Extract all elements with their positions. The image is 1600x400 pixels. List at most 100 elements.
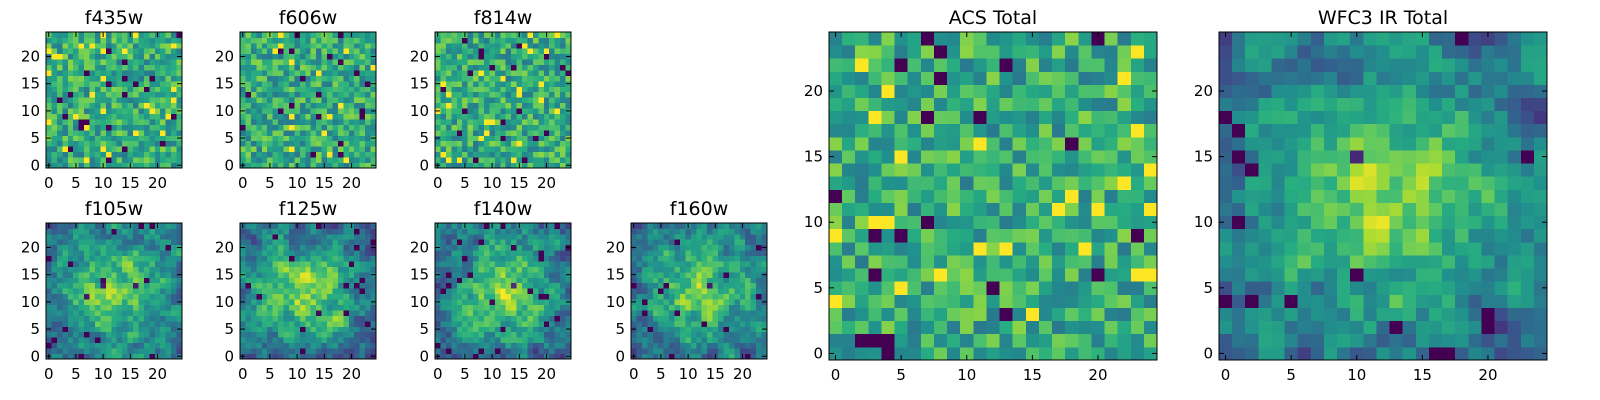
heatmap-cell	[337, 299, 344, 305]
heatmap-cell	[256, 282, 263, 289]
heatmap-cell	[327, 261, 333, 267]
heatmap-cell	[288, 91, 295, 98]
heatmap-cell	[522, 75, 528, 82]
heatmap-cell	[299, 129, 306, 136]
heatmap-cell	[354, 293, 361, 300]
heatmap-cell	[62, 42, 69, 49]
heatmap-cell	[122, 310, 128, 316]
heatmap-cell	[842, 333, 856, 348]
heatmap-cell	[62, 91, 69, 98]
heatmap-cell	[532, 271, 539, 278]
heatmap-cell	[663, 348, 670, 354]
heatmap-cell	[240, 255, 246, 262]
heatmap-cell	[1078, 241, 1092, 256]
heatmap-cell	[933, 215, 948, 230]
heatmap-cell	[868, 228, 882, 243]
heatmap-cell	[240, 348, 246, 354]
heatmap-cell	[440, 124, 447, 131]
heatmap-cell	[250, 244, 257, 251]
heatmap-cell	[516, 255, 523, 262]
heatmap-cell	[549, 53, 556, 60]
heatmap-cell	[1091, 320, 1105, 335]
heatmap-cell	[370, 86, 377, 93]
heatmap-cell	[256, 157, 263, 163]
heatmap-cell	[67, 162, 74, 169]
heatmap-cell	[261, 129, 268, 136]
heatmap-cell	[473, 261, 479, 267]
heatmap-cells	[240, 32, 377, 169]
heatmap-cell	[67, 342, 74, 349]
heatmap-cell	[283, 288, 290, 295]
heatmap-cell	[256, 266, 263, 273]
heatmap-cell	[245, 266, 252, 273]
heatmap-cell	[435, 282, 441, 289]
heatmap-cell	[636, 266, 643, 273]
heatmap-cell	[750, 282, 757, 289]
heatmap-cell	[500, 239, 507, 246]
heatmap-cell	[165, 320, 172, 327]
heatmap-cell	[143, 299, 150, 305]
heatmap-cell	[62, 233, 69, 240]
heatmap-cell	[478, 244, 485, 251]
heatmap-cell	[451, 353, 458, 360]
heatmap-cell	[250, 342, 257, 349]
y-tick-label: 20	[606, 238, 625, 256]
heatmap-cell	[67, 293, 74, 300]
heatmap-cell	[337, 250, 344, 257]
heatmap-cell	[511, 277, 517, 284]
heatmap-cell	[100, 337, 107, 344]
heatmap-cell	[538, 320, 545, 327]
heatmap-cell	[1025, 241, 1040, 256]
heatmap-cell	[451, 271, 458, 278]
heatmap-cell	[149, 353, 156, 360]
heatmap-cell	[359, 228, 366, 235]
heatmap-cell	[522, 271, 528, 278]
heatmap-cell	[256, 37, 263, 44]
heatmap-cell	[483, 113, 490, 120]
y-tick-label: 5	[419, 320, 429, 338]
heatmap-cell	[78, 48, 85, 55]
heatmap-cell	[149, 157, 156, 163]
heatmap-cell	[122, 59, 128, 66]
heatmap-cell	[78, 271, 85, 278]
heatmap-cell	[973, 346, 987, 361]
heatmap-cell	[348, 326, 355, 333]
heatmap-cell	[176, 342, 183, 349]
heatmap-cell	[321, 86, 328, 93]
heatmap-cell	[920, 163, 935, 177]
heatmap-cell	[467, 119, 474, 125]
heatmap-cell	[505, 119, 512, 125]
heatmap-cell	[516, 113, 523, 120]
heatmap-cell	[728, 255, 735, 262]
heatmap-cell	[133, 32, 139, 38]
heatmap-cell	[511, 37, 517, 44]
heatmap-cell	[316, 70, 322, 76]
heatmap-cell	[478, 124, 485, 131]
heatmap-cell	[294, 288, 301, 295]
heatmap-cell	[532, 293, 539, 300]
heatmap-cell	[685, 331, 692, 338]
heatmap-cell	[138, 129, 145, 136]
heatmap-cell	[505, 75, 512, 82]
heatmap-cell	[62, 102, 69, 109]
heatmap-cell	[310, 293, 317, 300]
heatmap-cell	[1012, 176, 1027, 190]
heatmap-cell	[160, 42, 167, 49]
heatmap-cell	[67, 250, 74, 257]
heatmap-cell	[359, 113, 366, 120]
heatmap-cell	[310, 86, 317, 93]
heatmap-cell	[256, 233, 263, 240]
heatmap-cell	[56, 337, 63, 344]
heatmap-cell	[636, 244, 643, 251]
heatmap-cell	[1117, 241, 1132, 256]
heatmap-cell	[272, 80, 279, 87]
heatmap-cell	[679, 223, 686, 229]
heatmap-cell	[462, 146, 469, 153]
heatmap-cell	[321, 37, 328, 44]
heatmap-cell	[756, 282, 762, 289]
heatmap-cell	[707, 299, 713, 305]
heatmap-cell	[679, 348, 686, 354]
heatmap-cell	[1104, 346, 1119, 361]
heatmap-cell	[56, 53, 63, 60]
heatmap-cell	[920, 228, 935, 243]
